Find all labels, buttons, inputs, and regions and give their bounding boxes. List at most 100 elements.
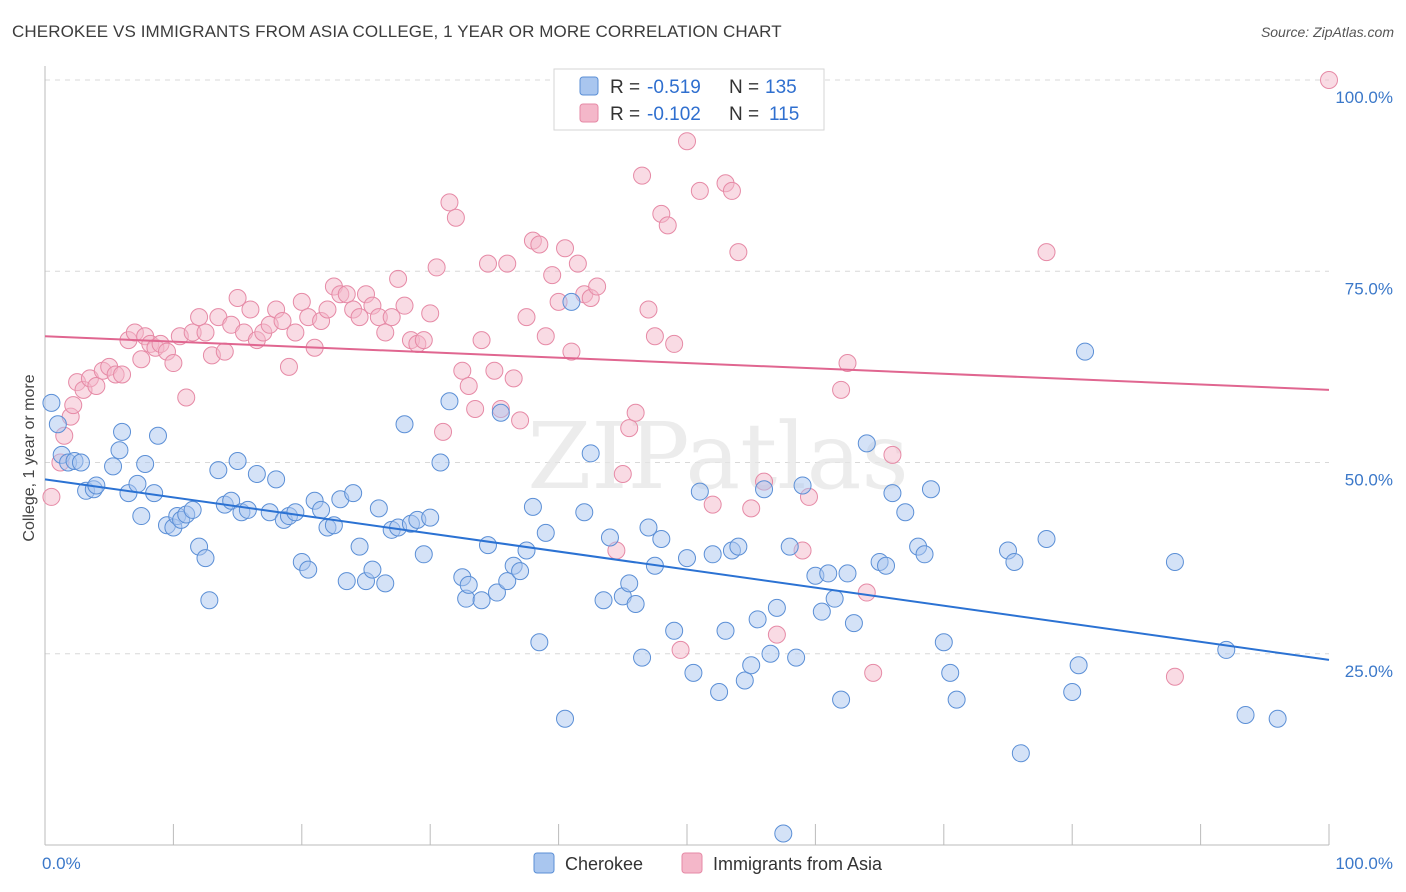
blue-data-point [350,537,369,556]
pink-data-point [273,311,292,330]
blue-data-point [915,545,934,564]
pink-data-point [498,254,517,273]
blue-data-point [238,500,257,519]
blue-data-point [299,560,318,579]
blue-data-point [716,621,735,640]
blue-series-points [42,292,1287,843]
blue-data-point [825,589,844,608]
blue-data-point [793,476,812,495]
pink-data-point [113,365,132,384]
pink-data-point [767,625,786,644]
blue-data-point [459,575,478,594]
blue-data-point [228,451,247,470]
blue-data-point [344,484,363,503]
series-legend-label-cherokee: Cherokee [565,854,643,874]
blue-data-point [626,595,645,614]
blue-data-point [844,614,863,633]
pink-data-point [453,361,472,380]
pink-data-point [421,304,440,323]
blue-data-point [1063,683,1082,701]
blue-data-point [132,507,151,526]
pink-data-point [190,308,209,327]
pink-data-point [382,308,401,327]
pink-data-point [857,583,876,602]
blue-data-point [395,415,414,434]
pink-data-point [395,296,414,315]
y-tick-labels: 25.0% 50.0% 75.0% 100.0% [1335,88,1393,681]
pink-data-point [536,327,555,346]
legend-n-value-cherokee: 135 [765,77,797,98]
x-tick-label: 100.0% [1335,854,1393,873]
blue-data-point [1069,656,1088,675]
pink-data-point [292,292,311,311]
pink-data-point [389,269,408,288]
blue-data-point [536,523,555,542]
blue-data-point [838,564,857,583]
blue-data-point [183,500,202,519]
pink-data-point [228,289,247,308]
blue-data-point [440,392,459,411]
pink-data-point [588,277,607,296]
blue-data-point [665,621,684,640]
pink-data-point [466,399,485,418]
pink-data-point [729,243,748,262]
legend-r-label: R = [610,104,640,125]
blue-data-point [600,528,619,547]
blue-data-point [735,671,754,690]
x-tick-label: 0.0% [42,854,81,873]
blue-data-point [110,441,129,460]
pink-data-point [678,132,696,151]
pink-data-point [337,285,356,304]
blue-data-point [517,541,536,560]
blue-data-point [812,602,831,621]
pink-data-point [286,323,305,342]
axes [44,66,1330,846]
pink-data-point [42,487,61,506]
legend-r-value-cherokee: -0.519 [647,77,701,98]
grid-lines [45,79,1329,655]
blue-data-point [491,403,510,422]
blue-data-point [819,564,838,583]
blue-data-point [1268,709,1287,728]
pink-data-point [690,181,709,200]
blue-data-point [710,683,729,701]
legend-swatch-asia [579,103,599,123]
blue-data-point [678,549,696,568]
legend-n-label: N = [729,77,759,98]
blue-data-point [703,545,722,564]
pink-data-point [543,266,562,285]
blue-data-point [787,648,806,667]
series-legend-label-asia: Immigrants from Asia [713,854,883,874]
blue-data-point [556,709,575,728]
blue-data-point [947,690,966,709]
blue-data-point [729,537,748,556]
blue-data-point [148,426,167,445]
pink-data-point [671,640,690,659]
pink-data-point [517,308,536,327]
pink-data-point [832,380,851,399]
y-tick-label: 100.0% [1335,88,1393,107]
blue-data-point [857,434,876,453]
blue-data-point [620,574,639,593]
pink-data-point [434,422,453,441]
blue-data-point [639,518,658,537]
pink-data-point [472,331,491,350]
blue-data-point [337,572,356,591]
blue-data-point [562,292,581,311]
legend-n-value-asia: 115 [769,104,799,125]
blue-data-point [478,536,497,555]
pink-data-point [446,208,465,227]
pink-data-point [427,258,446,277]
blue-data-point [128,474,147,493]
pink-data-point [883,445,902,464]
pink-data-point [485,361,504,380]
blue-data-point [633,648,652,667]
pink-data-point [440,193,459,212]
blue-data-point [684,663,703,682]
chart-title: CHEROKEE VS IMMIGRANTS FROM ASIA COLLEGE… [12,22,782,41]
pink-data-point [613,464,632,483]
blue-trend-line [44,478,1330,661]
blue-data-point [376,574,395,593]
pink-data-point [838,354,857,373]
blue-data-point [1037,530,1056,548]
